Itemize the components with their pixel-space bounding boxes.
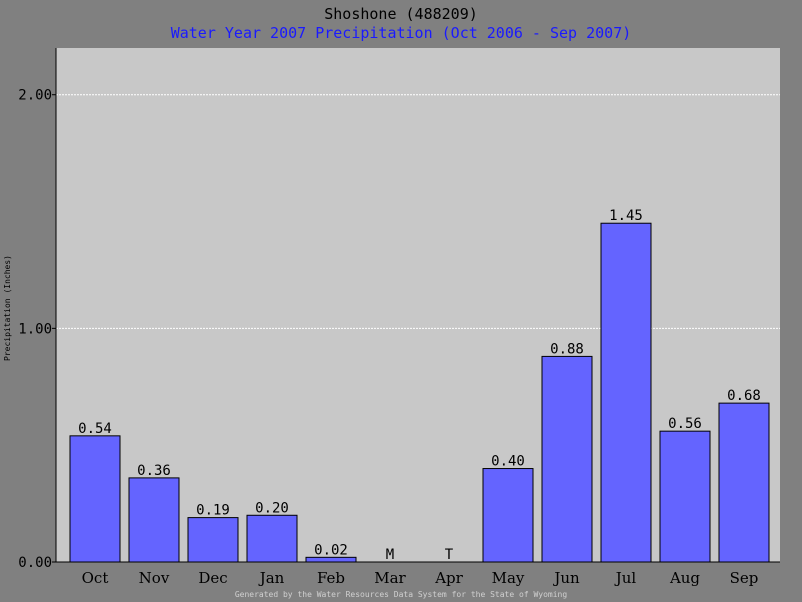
chart-title: Shoshone (488209) (324, 5, 478, 23)
bar (482, 468, 534, 563)
data-label: 0.36 (137, 463, 171, 479)
data-label: 0.54 (78, 421, 112, 437)
x-tick-label: Jan (258, 569, 285, 587)
data-label: 0.56 (668, 416, 702, 432)
x-tick-label: Dec (198, 569, 227, 587)
chart-subtitle: Water Year 2007 Precipitation (Oct 2006 … (170, 24, 632, 42)
bar (659, 430, 711, 563)
x-tick-label: Aug (669, 569, 700, 587)
x-tick-label: Feb (317, 569, 345, 587)
data-label: 0.88 (550, 341, 584, 357)
x-tick-label: Mar (374, 569, 406, 587)
x-tick-label: Nov (139, 569, 170, 587)
data-label: T (445, 547, 454, 563)
data-label: 0.68 (727, 388, 761, 404)
y-tick-label: 0.00 (18, 555, 52, 571)
x-tick-label: Jul (614, 569, 637, 587)
x-tick-label: Oct (82, 569, 109, 587)
bar (246, 514, 298, 563)
data-label: 1.45 (609, 208, 643, 224)
plot-area (56, 48, 780, 562)
x-tick-label: May (492, 569, 525, 587)
x-tick-label: Apr (434, 569, 463, 587)
y-tick-label: 2.00 (18, 88, 52, 104)
data-label: 0.40 (491, 454, 525, 470)
bar (187, 517, 239, 563)
bar (541, 355, 593, 563)
bar (600, 222, 652, 563)
bar (718, 402, 770, 563)
y-axis-label: Precipitation (Inches) (3, 255, 12, 361)
data-label: M (386, 547, 394, 563)
data-label: 0.19 (196, 503, 230, 519)
data-label: 0.02 (314, 542, 348, 558)
bar (128, 477, 180, 563)
data-label: 0.20 (255, 500, 289, 516)
x-tick-label: Sep (730, 569, 759, 587)
footer-credit: Generated by the Water Resources Data Sy… (234, 590, 568, 599)
y-tick-label: 1.00 (18, 321, 52, 337)
bar (69, 435, 121, 563)
x-tick-label: Jun (552, 569, 580, 587)
